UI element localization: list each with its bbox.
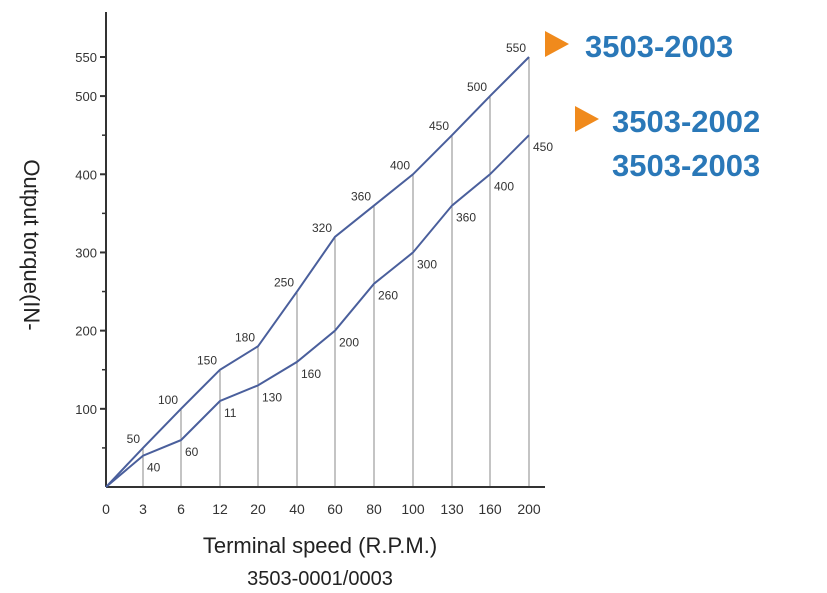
legend: 3503-2003 3503-2002 3503-2003 (545, 29, 760, 183)
x-tick-label: 130 (440, 501, 464, 517)
y-axis-title: Output torque(IN- (19, 159, 44, 330)
series-1-data-label: 550 (506, 41, 526, 55)
series-2-data-label: 400 (494, 179, 514, 193)
chart-subtitle: 3503-0001/0003 (247, 568, 393, 590)
x-tick-label: 20 (250, 501, 266, 517)
y-tick-label: 300 (75, 245, 97, 260)
y-tick-label: 100 (75, 402, 97, 417)
series-1-data-label: 500 (467, 80, 487, 94)
series-line-1 (105, 56, 530, 488)
series-2-data-label: 130 (262, 390, 282, 404)
series-2-data-label: 300 (417, 257, 437, 271)
series-1-data-label: 180 (235, 330, 255, 344)
series-2-data-label: 160 (301, 367, 321, 381)
series-1-data-label: 150 (197, 354, 217, 368)
legend-label: 3503-2002 (612, 104, 760, 139)
series-layer (105, 56, 530, 488)
series-2-data-label: 450 (533, 140, 553, 154)
legend-marker-icon (575, 106, 599, 132)
series-2-data-label: 60 (185, 445, 199, 459)
series-1-data-label: 400 (390, 158, 410, 172)
y-tick-label: 500 (75, 89, 97, 104)
x-tick-label: 80 (366, 501, 382, 517)
label-layer: 50 100 150 180 250 320 360 400 450 500 550 40 60 11 13… (127, 41, 554, 475)
series-1-data-label: 450 (429, 119, 449, 133)
x-tick-label: 200 (517, 501, 541, 517)
x-tick-label: 12 (212, 501, 228, 517)
series-2-data-label: 11 (224, 406, 237, 420)
x-tick-label: 3 (139, 501, 147, 517)
series-1-data-label: 100 (158, 393, 178, 407)
series-2-data-label: 40 (147, 461, 161, 475)
tick-layer: 0 3 6 12 20 40 60 80 100 130 160 200 100 200 300 400 500… (75, 50, 541, 517)
x-tick-label: 0 (102, 501, 110, 517)
series-1-data-label: 250 (274, 276, 294, 290)
legend-label: 3503-2003 (585, 29, 733, 64)
y-tick-label: 200 (75, 324, 97, 339)
y-tick-label: 550 (75, 50, 97, 65)
series-2-data-label: 200 (339, 336, 359, 350)
series-1-data-label: 50 (127, 432, 141, 446)
legend-label: 3503-2003 (612, 148, 760, 183)
legend-marker-icon (545, 31, 569, 57)
x-axis-title: Terminal speed (R.P.M.) (203, 533, 437, 558)
y-tick-label: 400 (75, 167, 97, 182)
series-2-data-label: 260 (378, 289, 398, 303)
grid-layer (142, 57, 530, 487)
series-1-data-label: 360 (351, 190, 371, 204)
series-line-2 (105, 134, 530, 488)
series-1-data-label: 320 (312, 221, 332, 235)
x-tick-label: 100 (401, 501, 425, 517)
x-tick-label: 40 (289, 501, 305, 517)
series-2-data-label: 360 (456, 211, 476, 225)
x-tick-label: 6 (177, 501, 185, 517)
x-tick-label: 60 (327, 501, 343, 517)
x-tick-label: 160 (478, 501, 502, 517)
